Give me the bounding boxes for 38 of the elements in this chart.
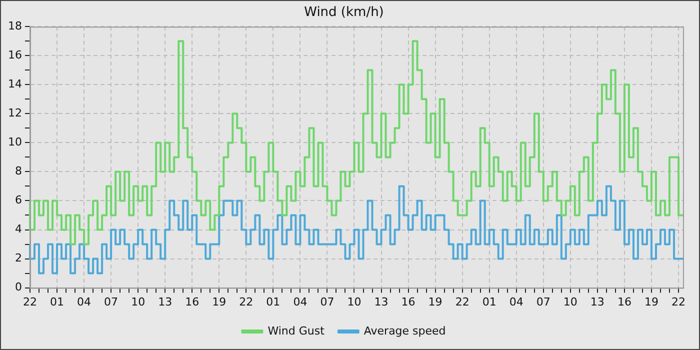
x-tick-label: 10: [563, 295, 578, 308]
y-tick-label: 2: [14, 252, 22, 265]
x-tick-label: 01: [482, 295, 496, 308]
y-tick-label: 0: [14, 280, 22, 294]
x-tick-label: 04: [293, 295, 308, 308]
y-tick-label: 4: [14, 222, 22, 236]
y-tick-label: 8: [14, 164, 22, 178]
y-tick-label: 10: [8, 136, 22, 149]
legend-label: Wind Gust: [268, 324, 326, 338]
x-tick-label: 13: [374, 295, 388, 308]
x-tick-label: 01: [50, 295, 64, 308]
x-tick-label: 22: [671, 295, 686, 308]
x-tick-label: 19: [644, 295, 658, 308]
x-tick-label: 10: [131, 295, 146, 308]
x-tick-label: 13: [158, 295, 172, 308]
x-tick-label: 19: [428, 295, 442, 308]
x-tick-label: 16: [617, 295, 632, 308]
chart-title: Wind (km/h): [304, 5, 384, 20]
x-tick-label: 01: [266, 295, 280, 308]
y-tick-label: 14: [8, 78, 22, 91]
x-tick-label: 16: [401, 295, 416, 308]
x-tick-label: 10: [347, 295, 362, 308]
y-tick-label: 18: [8, 19, 22, 32]
x-tick-label: 07: [104, 295, 118, 308]
x-tick-label: 07: [320, 295, 334, 308]
x-tick-label: 22: [455, 295, 470, 308]
x-tick-label: 22: [22, 295, 37, 308]
x-tick-label: 07: [536, 295, 550, 308]
x-tick-label: 04: [77, 295, 92, 308]
x-tick-label: 13: [590, 295, 604, 308]
x-tick-label: 16: [185, 295, 200, 308]
y-tick-label: 6: [14, 194, 22, 207]
legend-label: Average speed: [364, 324, 446, 338]
y-tick-label: 16: [8, 48, 22, 62]
y-tick-label: 12: [8, 106, 22, 120]
x-tick-label: 19: [212, 295, 226, 308]
x-tick-label: 04: [509, 295, 524, 308]
x-tick-label: 22: [239, 295, 254, 308]
